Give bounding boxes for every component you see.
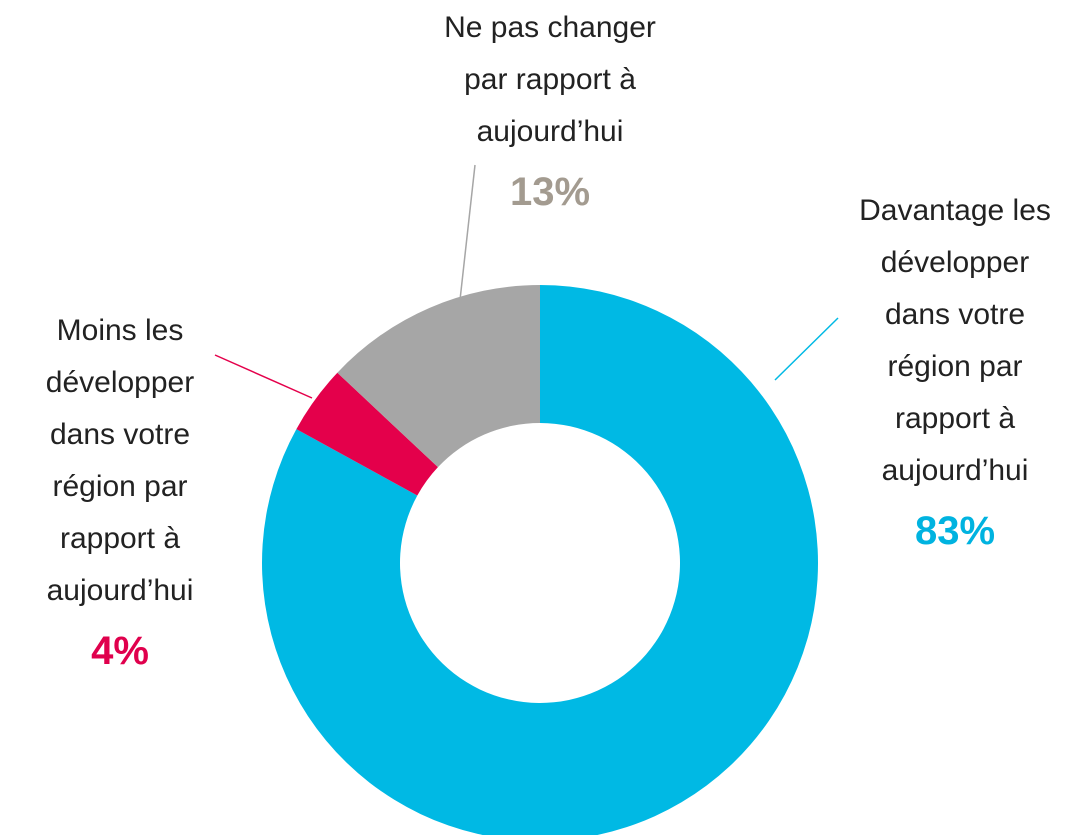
leader-line [774,317,839,381]
value-label: 13% [509,170,591,214]
category-label: Davantage les développer dans votre régi… [859,194,1051,487]
category-label: Ne pas changer par rapport à aujourd’hui [444,11,656,148]
category-label: Moins les développer dans votre région p… [45,314,195,607]
value-label: 83% [914,509,996,553]
donut-slice [337,285,540,468]
slice-label: Moins les développer dans votre région p… [15,305,225,677]
donut-slice [296,372,438,496]
leader-line [459,164,476,301]
donut-slice [262,285,818,835]
slice-label: Ne pas changer par rapport à aujourd’hui… [430,2,670,218]
slice-label: Davantage les développer dans votre régi… [850,185,1060,557]
value-label: 4% [91,629,149,673]
leader-line [214,354,313,399]
